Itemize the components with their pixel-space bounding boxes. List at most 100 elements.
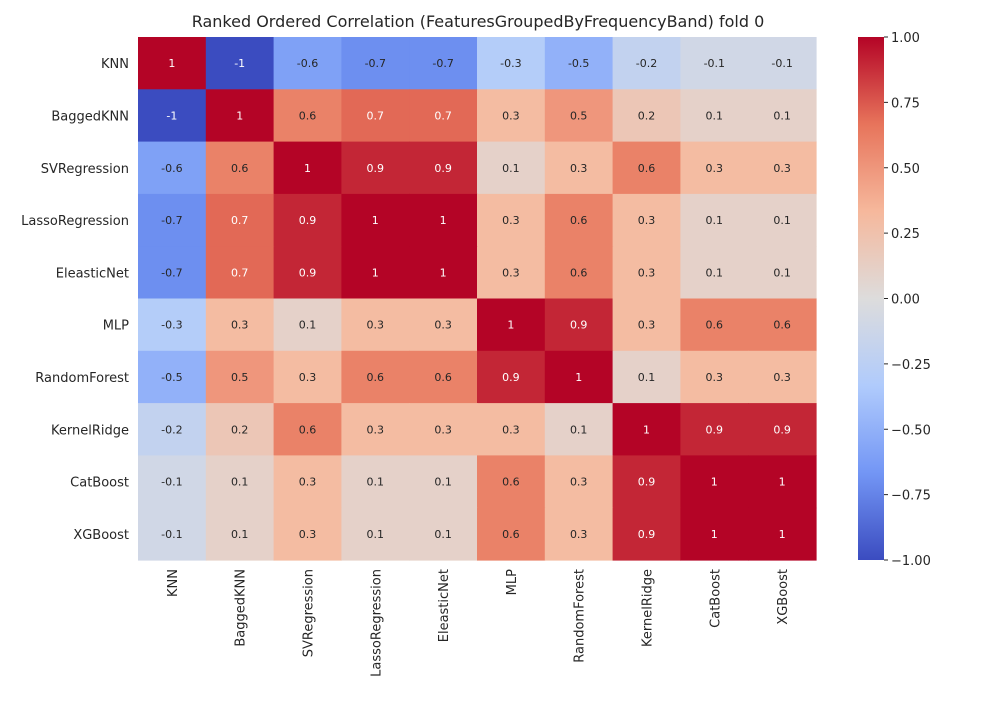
heatmap-cell xyxy=(477,455,546,509)
heatmap-cell xyxy=(341,350,410,404)
cell-value-label: 1 xyxy=(372,214,379,227)
heatmap-cell xyxy=(544,298,614,352)
cell-value-label: 0.7 xyxy=(231,214,249,227)
x-tick-label: CatBoost xyxy=(708,569,723,628)
cell-value-label: 0.6 xyxy=(706,319,724,332)
cell-value-label: 0.6 xyxy=(570,266,588,279)
heatmap-cell xyxy=(273,403,342,456)
cell-value-label: -1 xyxy=(234,57,245,70)
heatmap-cell xyxy=(748,507,817,561)
heatmap-cell xyxy=(341,403,410,456)
heatmap-cell xyxy=(205,89,275,143)
heatmap-cell xyxy=(477,141,546,195)
cell-value-label: -0.1 xyxy=(704,57,725,70)
heatmap-cell xyxy=(409,246,478,300)
heatmap-cell xyxy=(680,89,749,143)
heatmap-cell xyxy=(680,193,749,247)
cell-value-label: 1 xyxy=(507,319,514,332)
cell-value-label: 1 xyxy=(779,528,786,541)
heatmap-cell xyxy=(138,246,207,300)
cell-value-label: 0.1 xyxy=(502,162,520,175)
heatmap-cell xyxy=(680,403,749,456)
heatmap-cell xyxy=(341,141,410,195)
y-tick-label: CatBoost xyxy=(70,476,129,491)
cell-value-label: -0.7 xyxy=(161,214,182,227)
cell-value-label: -0.6 xyxy=(297,57,318,70)
heatmap-cell xyxy=(205,507,275,561)
x-tick-label: KernelRidge xyxy=(641,569,656,647)
cell-value-label: -0.2 xyxy=(636,57,657,70)
cell-value-label: 0.3 xyxy=(502,266,520,279)
y-tick-label: XGBoost xyxy=(73,528,129,543)
heatmap-cell xyxy=(477,403,546,456)
cell-value-label: -0.1 xyxy=(161,476,182,489)
heatmap-cell xyxy=(205,455,275,509)
heatmap-cells xyxy=(138,37,817,561)
cell-value-label: -0.6 xyxy=(161,162,182,175)
y-tick-label: KNN xyxy=(101,57,129,72)
cell-value-label: -0.7 xyxy=(161,266,182,279)
cell-value-label: 0.3 xyxy=(231,319,249,332)
heatmap-cell xyxy=(341,193,410,247)
cell-value-label: 0.9 xyxy=(502,371,520,384)
y-tick-label: EleasticNet xyxy=(56,266,129,281)
heatmap-cell xyxy=(680,507,749,561)
cell-value-label: 0.1 xyxy=(773,109,791,122)
cell-value-label: 0.6 xyxy=(638,162,656,175)
cell-value-label: 0.3 xyxy=(638,319,656,332)
heatmap-cell xyxy=(544,141,614,195)
cell-value-label: 0.1 xyxy=(367,476,385,489)
cell-value-label: 0.3 xyxy=(638,214,656,227)
cell-value-label: 0.1 xyxy=(773,214,791,227)
cell-value-label: 1 xyxy=(575,371,582,384)
heatmap-cell xyxy=(544,89,614,143)
cell-value-label: 0.1 xyxy=(706,214,724,227)
colorbar-tick-label: −0.75 xyxy=(891,489,931,504)
cell-value-label: 0.2 xyxy=(231,423,249,436)
heatmap-cell xyxy=(341,507,410,561)
heatmap-cell xyxy=(612,455,681,509)
cell-value-label: 0.6 xyxy=(367,371,385,384)
cell-value-label: 0.3 xyxy=(367,319,385,332)
cell-value-label: 1 xyxy=(643,423,650,436)
heatmap-cell xyxy=(205,246,275,300)
cell-value-label: 0.6 xyxy=(299,109,317,122)
colorbar-tick-label: −1.00 xyxy=(891,554,931,569)
y-tick-label: KernelRidge xyxy=(51,423,129,438)
x-tick-label: MLP xyxy=(505,569,520,595)
heatmap-cell xyxy=(138,37,207,90)
heatmap-cell xyxy=(544,37,614,90)
y-tick-label: BaggedKNN xyxy=(51,109,129,124)
heatmap-cell xyxy=(680,37,749,90)
cell-value-label: 0.9 xyxy=(638,476,656,489)
heatmap-cell xyxy=(138,193,207,247)
cell-value-label: 1 xyxy=(304,162,311,175)
cell-value-label: 0.6 xyxy=(502,528,520,541)
heatmap-cell xyxy=(409,141,478,195)
cell-value-label: 0.7 xyxy=(231,266,249,279)
colorbar-gradient xyxy=(858,37,884,560)
cell-value-label: 0.2 xyxy=(638,109,656,122)
cell-value-label: 0.3 xyxy=(299,371,317,384)
cell-value-label: 0.6 xyxy=(434,371,452,384)
cell-value-label: 0.3 xyxy=(773,162,791,175)
cell-value-label: 0.3 xyxy=(773,371,791,384)
heatmap-cell xyxy=(748,193,817,247)
heatmap-cell xyxy=(138,298,207,352)
cell-value-label: 0.3 xyxy=(570,476,588,489)
cell-value-label: 0.1 xyxy=(570,423,588,436)
cell-value-label: 0.3 xyxy=(706,371,724,384)
cell-value-label: 0.5 xyxy=(231,371,249,384)
cell-value-label: -0.5 xyxy=(161,371,182,384)
heatmap-cell xyxy=(680,350,749,404)
heatmap-cell xyxy=(748,455,817,509)
heatmap-cell xyxy=(477,193,546,247)
x-tick-label: BaggedKNN xyxy=(234,569,249,647)
cell-value-label: 0.3 xyxy=(638,266,656,279)
heatmap-cell xyxy=(341,455,410,509)
cell-value-label: 0.3 xyxy=(502,214,520,227)
y-tick-label: MLP xyxy=(103,319,129,334)
cell-value-label: -0.7 xyxy=(432,57,453,70)
heatmap-cell xyxy=(273,193,342,247)
cell-value-label: 1 xyxy=(779,476,786,489)
